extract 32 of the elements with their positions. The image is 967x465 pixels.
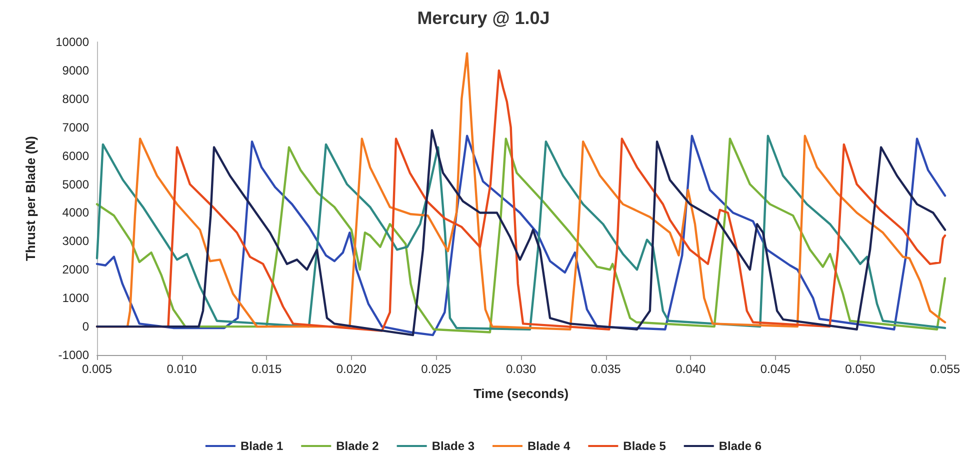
- x-tick-label: 0.010: [166, 362, 198, 376]
- y-tick-label: 9000: [62, 63, 90, 78]
- x-tick-label: 0.005: [82, 362, 112, 376]
- y-tick-label: 0: [82, 320, 90, 334]
- y-tick-label: 4000: [62, 206, 90, 220]
- x-tick-label: 0.015: [252, 362, 282, 376]
- y-tick-label: 5000: [62, 177, 90, 192]
- legend-label: Blade 2: [336, 439, 380, 453]
- y-tick-label: 8000: [62, 92, 90, 106]
- legend-label: Blade 6: [718, 439, 762, 453]
- y-tick-label: 6000: [62, 148, 90, 163]
- legend-label: Blade 1: [240, 439, 284, 453]
- x-tick-label: 0.035: [590, 362, 622, 376]
- y-tick-label: 2000: [62, 262, 90, 277]
- y-axis-title: Thrust per Blade (N): [23, 136, 38, 261]
- x-tick-label: 0.055: [930, 362, 960, 376]
- y-tick-label: -1000: [58, 348, 90, 362]
- x-tick-label: 0.025: [421, 362, 452, 376]
- chart-title: Mercury @ 1.0J: [417, 8, 550, 28]
- y-tick-label: 1000: [62, 291, 90, 306]
- legend-label: Blade 4: [528, 439, 571, 453]
- x-tick-label: 0.040: [676, 362, 706, 376]
- y-tick-label: 10000: [56, 35, 90, 49]
- legend-label: Blade 5: [623, 439, 666, 453]
- legend-label: Blade 3: [432, 439, 475, 453]
- x-tick-label: 0.030: [506, 362, 536, 376]
- x-axis-title: Time (seconds): [473, 386, 569, 401]
- y-tick-label: 3000: [62, 234, 90, 248]
- x-tick-label: 0.045: [760, 362, 791, 376]
- x-tick-label: 0.020: [336, 362, 367, 376]
- y-tick-label: 7000: [62, 120, 90, 134]
- x-tick-label: 0.050: [845, 362, 876, 376]
